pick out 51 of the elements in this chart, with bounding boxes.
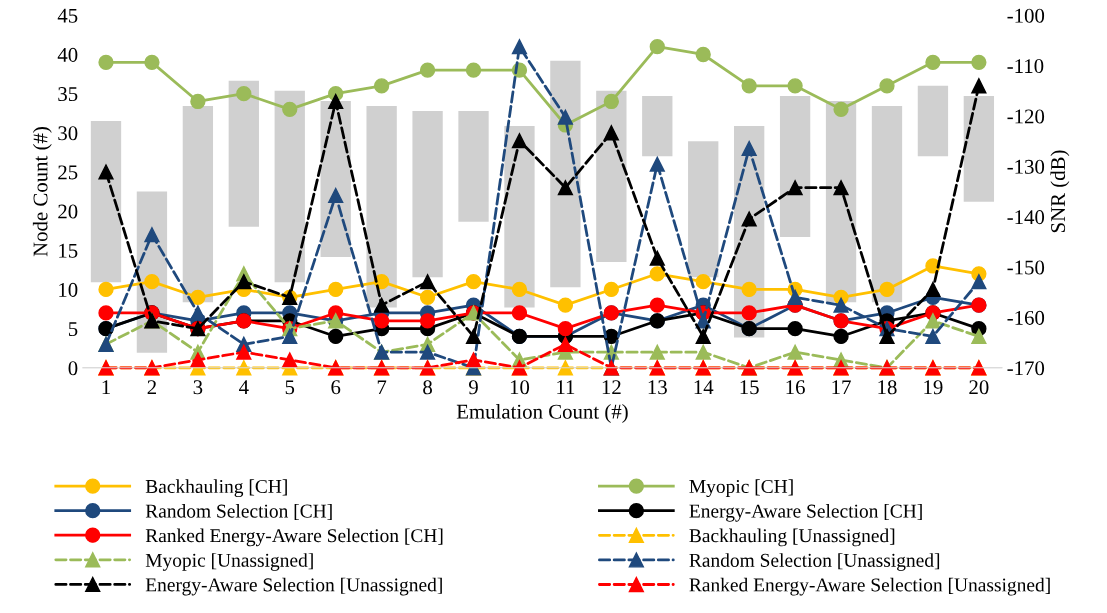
y-tick-label: 5 (68, 322, 78, 337)
x-tick-label: 7 (377, 380, 387, 395)
y2-tick-label: -100 (1007, 8, 1045, 23)
x-tick-label: 2 (147, 380, 156, 395)
x-tick-label: 9 (468, 380, 478, 395)
y-tick-label: 0 (68, 361, 78, 376)
x-tick-label: 19 (924, 380, 943, 395)
x-tick-label: 15 (740, 380, 759, 395)
x-tick-label: 10 (510, 380, 530, 395)
x-tick-label: 1 (102, 380, 110, 395)
y-tick-label: 15 (59, 243, 78, 258)
y2-tick-label: -110 (1007, 59, 1044, 74)
x-tick-label: 11 (557, 380, 575, 395)
y-tick-label: 40 (57, 47, 78, 62)
legend-label: Energy-Aware Selection [CH] (689, 503, 922, 522)
y2-tick-label: -140 (1007, 210, 1045, 225)
x-tick-label: 6 (331, 380, 341, 395)
x-tick-label: 17 (832, 380, 851, 395)
legend-label: Myopic [CH] (689, 479, 793, 498)
y2-tick-label: -120 (1007, 109, 1045, 124)
x-tick-label: 12 (602, 380, 621, 395)
legend-label: Ranked Energy-Aware Selection [CH] (145, 528, 443, 547)
x-tick-label: 8 (423, 380, 432, 395)
x-tick-label: 20 (969, 380, 989, 395)
legend-label: Myopic [Unassigned] (145, 553, 313, 571)
y2-tick-label: -160 (1007, 310, 1045, 325)
legend-label: Backhauling [CH] (145, 479, 287, 498)
legend-label: Ranked Energy-Aware Selection [Unassigned] (689, 577, 1050, 596)
legend-label: Random Selection [Unassigned] (689, 553, 940, 571)
x-tick-label: 5 (285, 380, 295, 395)
y-tick-label: 45 (57, 8, 78, 23)
x-tick-label: 18 (878, 380, 897, 395)
legend-label: Random Selection [CH] (145, 503, 332, 521)
y-axis-title: Node Count (#) (32, 127, 52, 257)
x-tick-label: 3 (193, 380, 203, 395)
y-tick-label: 10 (59, 282, 78, 297)
y2-tick-label: -150 (1007, 260, 1045, 275)
x-tick-label: 4 (239, 380, 249, 395)
legend-label: Energy-Aware Selection [Unassigned] (145, 577, 442, 596)
x-tick-label: 14 (694, 380, 714, 395)
y2-tick-label: -170 (1007, 361, 1045, 376)
y2-axis-title: SNR (dB) (1050, 150, 1070, 233)
x-tick-label: 16 (786, 380, 805, 395)
y-tick-label: 35 (58, 87, 78, 102)
y2-tick-label: -130 (1007, 159, 1045, 174)
y-tick-label: 25 (58, 165, 78, 180)
y-tick-label: 30 (58, 126, 78, 141)
x-tick-label: 13 (648, 380, 667, 395)
y-tick-label: 20 (58, 204, 78, 219)
x-axis-title: Emulation Count (#) (456, 404, 628, 423)
legend-label: Backhauling [Unassigned] (689, 528, 895, 547)
